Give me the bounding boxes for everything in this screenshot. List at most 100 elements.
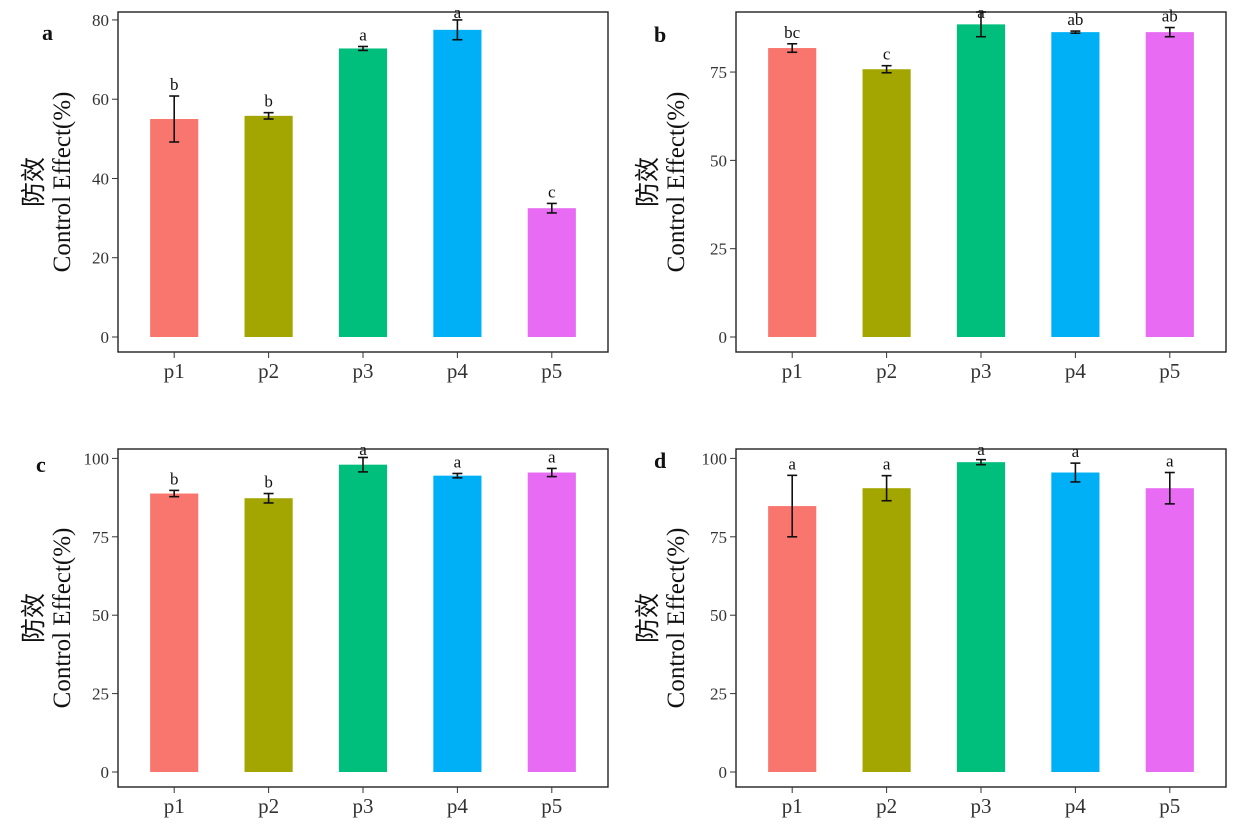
bar-p5 (1145, 488, 1194, 772)
y-axis-label-line1: 防效 (634, 593, 662, 643)
significance-label: b (170, 469, 179, 488)
y-tick-label: 25 (92, 685, 109, 704)
y-axis-label: 防效 Control Effect(%) (634, 528, 690, 709)
bar-p4 (1051, 32, 1100, 338)
y-tick-label: 100 (702, 449, 728, 468)
bar-p3 (956, 24, 1006, 337)
y-axis-label: 防效 Control Effect(%) (20, 92, 76, 273)
y-tick-label: 0 (101, 328, 110, 347)
significance-label: b (264, 473, 273, 492)
panel-a: 0 20 40 60 80 b p1 b p2 a p3 a p4 c p5 a 防效 Control Effec… (20, 3, 609, 383)
bar-p3 (338, 464, 388, 772)
significance-label: a (359, 25, 367, 44)
panel-c: 0 25 50 75 100 b p1 b p2 a p3 a p4 a p5 c 防效 Control Effe… (20, 440, 609, 818)
x-tick-label: p2 (876, 794, 897, 818)
y-tick-label: 100 (84, 449, 110, 468)
x-tick-label: p3 (971, 794, 992, 818)
bar-p3 (338, 48, 388, 338)
significance-label: a (1166, 452, 1174, 471)
panel-d: 0 25 50 75 100 a p1 a p2 a p3 a p4 a p5 d 防效 Control Effe… (634, 440, 1227, 818)
significance-label: a (454, 452, 462, 471)
significance-label: a (359, 440, 367, 459)
x-tick-label: p2 (258, 359, 279, 383)
y-tick-label: 0 (101, 763, 110, 782)
x-tick-label: p1 (164, 794, 185, 818)
y-axis-label-line1: 防效 (20, 157, 48, 207)
significance-label: a (788, 454, 796, 473)
x-tick-label: p5 (541, 359, 562, 383)
bar-p4 (1051, 472, 1100, 772)
bar-p1 (768, 506, 817, 772)
x-tick-label: p3 (971, 359, 992, 383)
y-tick-label: 0 (719, 328, 728, 347)
bar-p2 (862, 69, 911, 337)
panel-label: b (654, 22, 666, 47)
x-tick-label: p5 (541, 794, 562, 818)
significance-label: b (170, 75, 179, 94)
y-axis-label: 防效 Control Effect(%) (634, 92, 690, 273)
bar-p5 (1145, 32, 1194, 338)
significance-label: c (883, 45, 891, 64)
y-tick-label: 0 (719, 763, 728, 782)
x-tick-label: p2 (258, 794, 279, 818)
y-axis-label-line2: Control Effect(%) (49, 528, 76, 709)
y-tick-label: 75 (710, 63, 727, 82)
significance-label: a (454, 3, 462, 22)
significance-label: a (977, 3, 985, 22)
significance-label: a (883, 455, 891, 474)
x-tick-label: p5 (1159, 359, 1180, 383)
x-tick-label: p1 (164, 359, 185, 383)
x-tick-label: p3 (353, 794, 374, 818)
x-tick-label: p3 (353, 359, 374, 383)
y-tick-label: 40 (92, 169, 109, 188)
x-tick-label: p4 (447, 359, 469, 383)
bar-p2 (244, 498, 293, 772)
x-tick-label: p5 (1159, 794, 1180, 818)
y-tick-label: 25 (710, 685, 727, 704)
y-tick-label: 50 (92, 606, 109, 625)
bar-p4 (433, 29, 482, 338)
significance-label: ab (1067, 10, 1083, 29)
bar-p1 (150, 493, 199, 772)
bar-p2 (862, 488, 911, 772)
y-tick-label: 80 (92, 11, 109, 30)
y-axis-label-line2: Control Effect(%) (663, 92, 690, 273)
panel-label: d (654, 448, 666, 473)
significance-label: a (548, 447, 556, 466)
y-axis-label-line2: Control Effect(%) (49, 92, 76, 273)
bar-p1 (150, 119, 199, 337)
panel-label: c (36, 452, 46, 477)
x-tick-label: p4 (1065, 359, 1087, 383)
y-axis-label-line1: 防效 (20, 593, 48, 643)
bar-p4 (433, 475, 482, 772)
x-tick-label: p4 (447, 794, 469, 818)
bar-p5 (527, 472, 576, 772)
x-tick-label: p2 (876, 359, 897, 383)
y-tick-label: 60 (92, 90, 109, 109)
bar-p3 (956, 462, 1006, 772)
bar-p5 (527, 208, 576, 337)
significance-label: a (977, 440, 985, 459)
x-tick-label: p4 (1065, 794, 1087, 818)
significance-label: b (264, 92, 273, 111)
significance-label: a (1072, 442, 1080, 461)
x-tick-label: p1 (782, 794, 803, 818)
bar-p2 (244, 115, 293, 337)
x-tick-label: p1 (782, 359, 803, 383)
y-tick-label: 75 (710, 528, 727, 547)
significance-label: c (548, 182, 556, 201)
y-tick-label: 50 (710, 151, 727, 170)
y-tick-label: 50 (710, 606, 727, 625)
y-tick-label: 25 (710, 240, 727, 259)
bar-p1 (768, 48, 817, 338)
panel-b: 0 25 50 75 bc p1 c p2 a p3 ab p4 ab p5 b 防效 Control Effe… (634, 3, 1227, 383)
significance-label: bc (784, 23, 801, 42)
y-tick-label: 20 (92, 249, 109, 268)
y-axis-label: 防效 Control Effect(%) (20, 528, 76, 709)
y-axis-label-line1: 防效 (634, 157, 662, 207)
y-axis-label-line2: Control Effect(%) (663, 528, 690, 709)
significance-label: ab (1162, 7, 1178, 26)
y-tick-label: 75 (92, 528, 109, 547)
panel-label: a (42, 20, 53, 45)
